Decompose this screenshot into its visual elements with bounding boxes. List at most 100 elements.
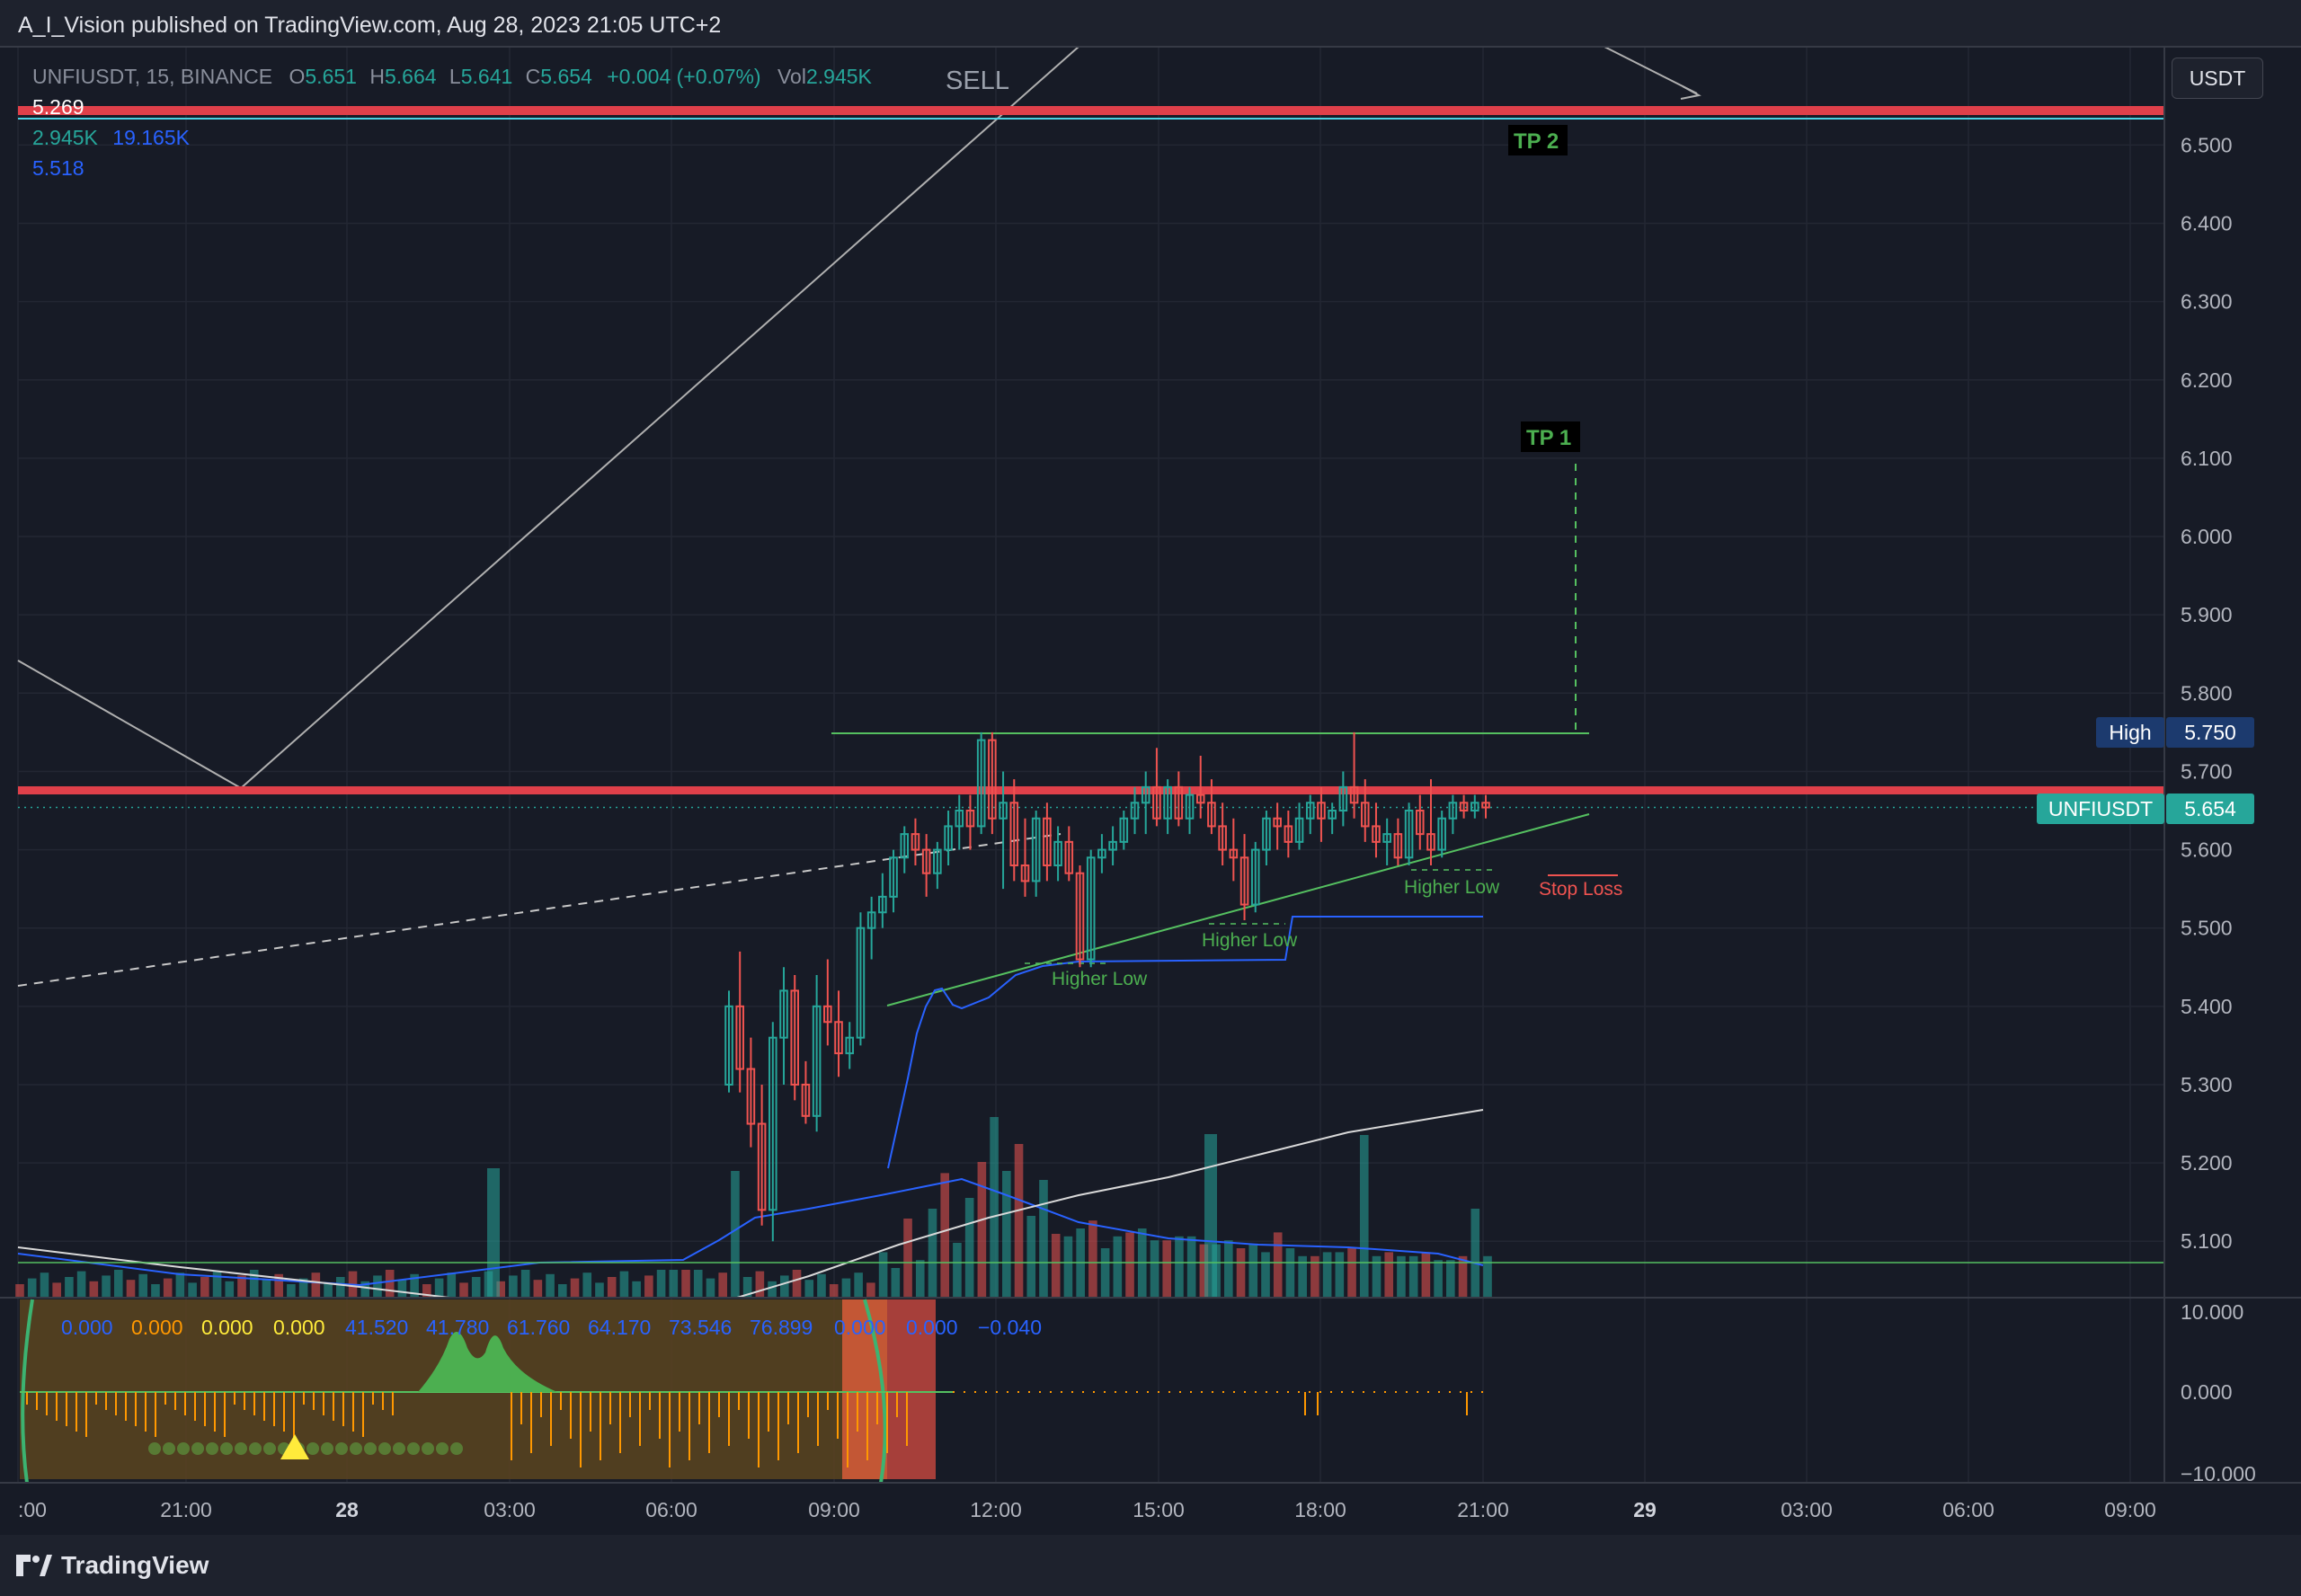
candle-body-33 xyxy=(1086,856,1096,961)
candle-body-14 xyxy=(878,895,887,914)
volume-bar-90 xyxy=(1125,1232,1134,1297)
candle-body-60 xyxy=(1382,833,1391,843)
volume-bar-8 xyxy=(113,1270,123,1297)
legend-h-label: H xyxy=(369,65,385,88)
high-value-tag: 5.750 xyxy=(2166,717,2254,748)
y-tick-3: 6.200 xyxy=(2181,368,2233,392)
currency-button[interactable]: USDT xyxy=(2172,58,2263,99)
x-tick-6: 12:00 xyxy=(970,1498,1022,1521)
volume-bar-114 xyxy=(1421,1252,1431,1297)
candle-body-58 xyxy=(1360,802,1370,828)
volume-bar-12 xyxy=(163,1278,173,1297)
volume-bar-69 xyxy=(866,1282,875,1297)
volume-bar-111 xyxy=(1384,1252,1394,1297)
sell-label: SELL xyxy=(946,66,1009,95)
volume-bar-106 xyxy=(1322,1252,1332,1297)
candle-body-45 xyxy=(1218,825,1227,851)
volume-bar-72 xyxy=(903,1219,912,1297)
rising-trendline xyxy=(886,813,1590,1006)
osc-green-hump xyxy=(418,1332,557,1392)
volume-bar-118 xyxy=(1470,1209,1480,1297)
resistance-mid xyxy=(18,786,2164,794)
volume-bar-34 xyxy=(434,1278,444,1297)
osc-value-3: 0.000 xyxy=(273,1316,325,1339)
candle-body-46 xyxy=(1229,848,1239,859)
candle-body-0 xyxy=(724,1005,733,1086)
volume-bar-109 xyxy=(1359,1135,1369,1297)
x-tick-4: 06:00 xyxy=(645,1498,697,1521)
candle-body-51 xyxy=(1284,825,1293,843)
candle-body-32 xyxy=(1075,872,1085,961)
candle-body-29 xyxy=(1043,817,1052,866)
volume-bar-93 xyxy=(1162,1240,1172,1297)
candle-body-9 xyxy=(823,1005,832,1024)
volume-bar-54 xyxy=(681,1270,690,1297)
candle-body-19 xyxy=(933,848,942,874)
osc-value-11: 0.000 xyxy=(906,1316,958,1339)
volume-bar-47 xyxy=(595,1282,604,1297)
candle-body-64 xyxy=(1426,833,1435,851)
white-ma-line xyxy=(17,1109,1484,1299)
candle-body-31 xyxy=(1064,840,1074,874)
volume-bar-46 xyxy=(582,1272,592,1297)
candle-body-28 xyxy=(1031,817,1041,882)
osc-dot-11 xyxy=(307,1442,319,1455)
candle-body-65 xyxy=(1437,817,1446,851)
x-tick-11: 03:00 xyxy=(1781,1498,1833,1521)
candle-body-49 xyxy=(1262,817,1271,851)
publisher-caption: A_I_Vision published on TradingView.com,… xyxy=(18,13,722,38)
higher-low-label-1: Higher Low xyxy=(1052,969,1148,989)
volume-bar-49 xyxy=(619,1271,629,1297)
candle-body-17 xyxy=(911,833,920,851)
volume-bar-18 xyxy=(237,1275,246,1297)
volume-bar-60 xyxy=(755,1271,765,1297)
volume-bar-79 xyxy=(990,1117,999,1297)
y-tick-8: 5.700 xyxy=(2181,759,2233,783)
volume-bar-11 xyxy=(151,1284,160,1297)
volume-bar-98 xyxy=(1224,1240,1233,1297)
volume-bar-36 xyxy=(459,1282,468,1297)
legend-symbol: UNFIUSDT, 15, BINANCE xyxy=(32,65,273,88)
volume-bar-64 xyxy=(804,1280,814,1297)
volume-bar-102 xyxy=(1273,1232,1283,1297)
osc-dot-2 xyxy=(177,1442,190,1455)
candle-body-52 xyxy=(1294,817,1304,843)
volume-bar-37 xyxy=(471,1277,481,1297)
volume-bar-17 xyxy=(225,1281,235,1297)
volume-bar-112 xyxy=(1397,1255,1406,1297)
y-tick-6: 5.900 xyxy=(2181,603,2233,626)
volume-bar-52 xyxy=(656,1270,666,1297)
candle-body-42 xyxy=(1185,794,1195,820)
osc-dot-13 xyxy=(335,1442,348,1455)
candle-body-38 xyxy=(1141,785,1150,804)
candle-body-59 xyxy=(1372,825,1381,843)
volume-bar-40 xyxy=(509,1275,518,1297)
osc-dot-6 xyxy=(235,1442,247,1455)
osc-value-4: 41.520 xyxy=(345,1316,409,1339)
last-price-tag: 5.654 xyxy=(2166,794,2254,824)
legend-vol-current: 2.945K xyxy=(32,126,98,149)
osc-triangle-marker xyxy=(280,1434,309,1459)
candle-body-8 xyxy=(812,1005,822,1117)
candle-body-56 xyxy=(1338,785,1348,812)
candle-body-27 xyxy=(1020,864,1030,882)
volume-bar-71 xyxy=(891,1268,901,1297)
volume-bar-4 xyxy=(65,1277,74,1297)
volume-bar-56 xyxy=(706,1278,715,1297)
candle-body-62 xyxy=(1404,810,1414,859)
osc-value-10: 0.000 xyxy=(834,1316,886,1339)
candle-body-36 xyxy=(1119,817,1129,843)
volume-bar-32 xyxy=(410,1273,419,1297)
x-tick-7: 15:00 xyxy=(1133,1498,1185,1521)
osc-value-12: −0.040 xyxy=(978,1316,1042,1339)
tradingview-logo[interactable]: TradingView xyxy=(16,1550,209,1581)
y-tick-13: 5.200 xyxy=(2181,1151,2233,1175)
axes: 6.500 6.400 6.300 6.200 6.100 6.000 5.900 5.800… xyxy=(0,46,2301,1521)
candle-body-4 xyxy=(768,1036,777,1211)
candle-body-7 xyxy=(801,1083,811,1117)
volume-bar-9 xyxy=(126,1280,136,1297)
volume-bar-73 xyxy=(915,1260,925,1297)
volume-bar-83 xyxy=(1039,1180,1048,1297)
y-tick-14: 5.100 xyxy=(2181,1229,2233,1253)
